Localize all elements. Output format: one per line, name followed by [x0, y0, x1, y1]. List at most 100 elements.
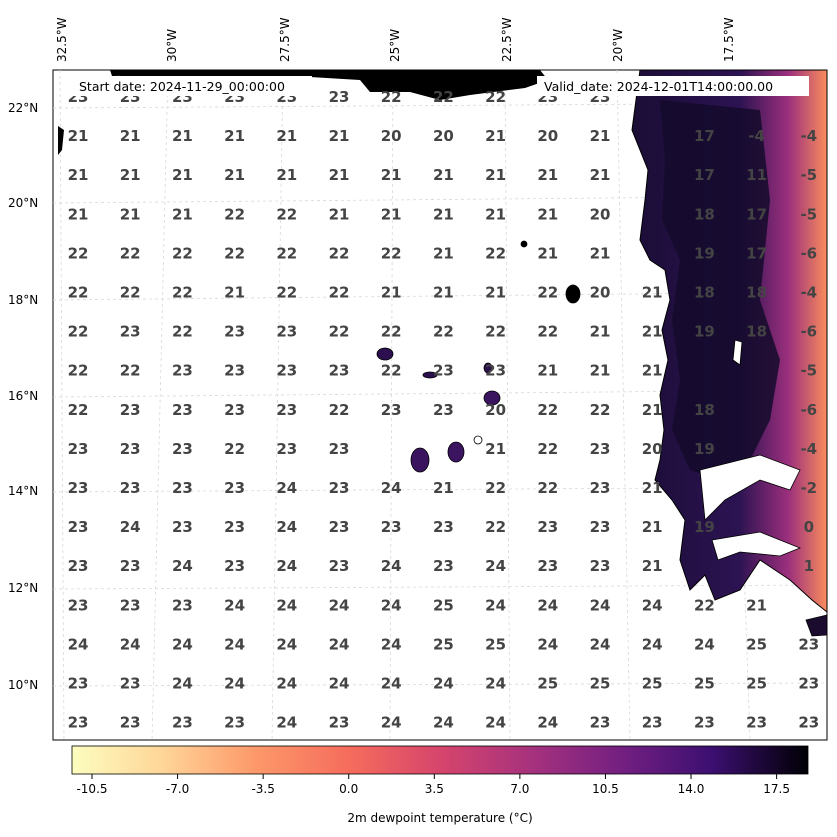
- grid-value: 23: [381, 518, 402, 536]
- grid-value: 24: [381, 714, 402, 732]
- grid-value: 22: [172, 323, 193, 341]
- grid-value: -6: [800, 244, 817, 262]
- grid-value: 21: [172, 127, 193, 145]
- grid-value: 23: [120, 596, 141, 614]
- latitude-labels: 22°N 20°N 18°N 16°N 14°N 12°N 10°N: [8, 101, 38, 692]
- grid-value: 24: [68, 635, 89, 653]
- grid-value: 24: [276, 557, 297, 575]
- grid-value: 23: [224, 401, 245, 419]
- grid-value: 21: [433, 284, 454, 302]
- grid-value: 19: [694, 518, 715, 536]
- grid-value: 23: [329, 479, 350, 497]
- grid-value: 21: [224, 166, 245, 184]
- grid-value: 19: [694, 244, 715, 262]
- grid-value: 23: [276, 440, 297, 458]
- grid-value: 21: [433, 479, 454, 497]
- grid-value: 22: [537, 401, 558, 419]
- grid-value: 23: [798, 675, 819, 693]
- grid-value: 22: [120, 244, 141, 262]
- grid-value: 20: [590, 205, 611, 223]
- grid-value: 22: [537, 284, 558, 302]
- grid-value: 23: [276, 323, 297, 341]
- grid-value: 22: [172, 244, 193, 262]
- grid-value: -5: [800, 362, 817, 380]
- grid-value: 24: [590, 596, 611, 614]
- grid-value: 24: [329, 596, 350, 614]
- grid-value: 24: [172, 635, 193, 653]
- grid-value: 24: [276, 714, 297, 732]
- grid-value: 24: [276, 479, 297, 497]
- grid-value: 21: [485, 440, 506, 458]
- grid-value: 24: [276, 675, 297, 693]
- grid-value: 23: [120, 440, 141, 458]
- grid-value: 23: [537, 518, 558, 536]
- grid-value: 25: [433, 596, 454, 614]
- grid-value: 23: [590, 714, 611, 732]
- grid-value: 23: [590, 479, 611, 497]
- grid-value: 21: [537, 205, 558, 223]
- grid-value: 24: [329, 635, 350, 653]
- grid-value: 18: [746, 284, 767, 302]
- lon-label-25w: 25°W: [388, 29, 402, 62]
- grid-value: 24: [381, 479, 402, 497]
- grid-value: 24: [120, 635, 141, 653]
- grid-value: 21: [642, 479, 663, 497]
- grid-value: 23: [590, 518, 611, 536]
- grid-value: 23: [433, 557, 454, 575]
- grid-value: 21: [381, 166, 402, 184]
- grid-value: -5: [800, 166, 817, 184]
- canary-large: [110, 70, 548, 100]
- grid-value: 23: [224, 362, 245, 380]
- grid-value: 25: [642, 675, 663, 693]
- grid-value: 21: [537, 244, 558, 262]
- grid-value: 23: [537, 557, 558, 575]
- grid-value: 21: [642, 284, 663, 302]
- grid-value: 21: [537, 362, 558, 380]
- grid-value: 22: [485, 479, 506, 497]
- grid-value: 23: [172, 401, 193, 419]
- grid-value: 21: [381, 284, 402, 302]
- grid-value: 23: [172, 518, 193, 536]
- lat-label-22n: 22°N: [8, 101, 38, 115]
- grid-value: 22: [485, 518, 506, 536]
- grid-value: 25: [590, 675, 611, 693]
- grid-value: 21: [642, 362, 663, 380]
- grid-value: 23: [433, 518, 454, 536]
- grid-value: -4: [800, 284, 817, 302]
- colorbar-tick-label: 3.5: [425, 782, 444, 796]
- grid-value: 21: [433, 205, 454, 223]
- grid-value: 24: [485, 675, 506, 693]
- grid-value: 21: [120, 127, 141, 145]
- grid-value: 21: [485, 166, 506, 184]
- grid-value: 23: [276, 401, 297, 419]
- colorbar-tick-label: 7.0: [510, 782, 529, 796]
- grid-value: 21: [172, 205, 193, 223]
- grid-value: 22: [276, 244, 297, 262]
- grid-value: 21: [433, 244, 454, 262]
- colorbar-tick-label: 17.5: [763, 782, 790, 796]
- grid-value: 17: [746, 244, 767, 262]
- grid-value: 24: [381, 675, 402, 693]
- lat-label-20n: 20°N: [8, 196, 38, 210]
- grid-value: 22: [485, 323, 506, 341]
- grid-value: 24: [276, 635, 297, 653]
- grid-value: 22: [68, 323, 89, 341]
- grid-value: 23: [746, 714, 767, 732]
- grid-value: 24: [537, 714, 558, 732]
- grid-value: 21: [120, 205, 141, 223]
- grid-value: 22: [68, 244, 89, 262]
- grid-value: 21: [642, 518, 663, 536]
- grid-value: 23: [433, 401, 454, 419]
- colorbar-tick-label: 10.5: [592, 782, 619, 796]
- grid-value: 23: [172, 362, 193, 380]
- bissagos: [805, 614, 827, 637]
- grid-value: 1: [804, 557, 814, 575]
- grid-value: 11: [746, 166, 767, 184]
- grid-value: 22: [694, 596, 715, 614]
- grid-value: 21: [172, 166, 193, 184]
- grid-value: 24: [537, 635, 558, 653]
- africa-inner-dark: [660, 100, 780, 480]
- grid-value: 23: [68, 518, 89, 536]
- grid-value: 24: [485, 714, 506, 732]
- grid-value: 23: [224, 323, 245, 341]
